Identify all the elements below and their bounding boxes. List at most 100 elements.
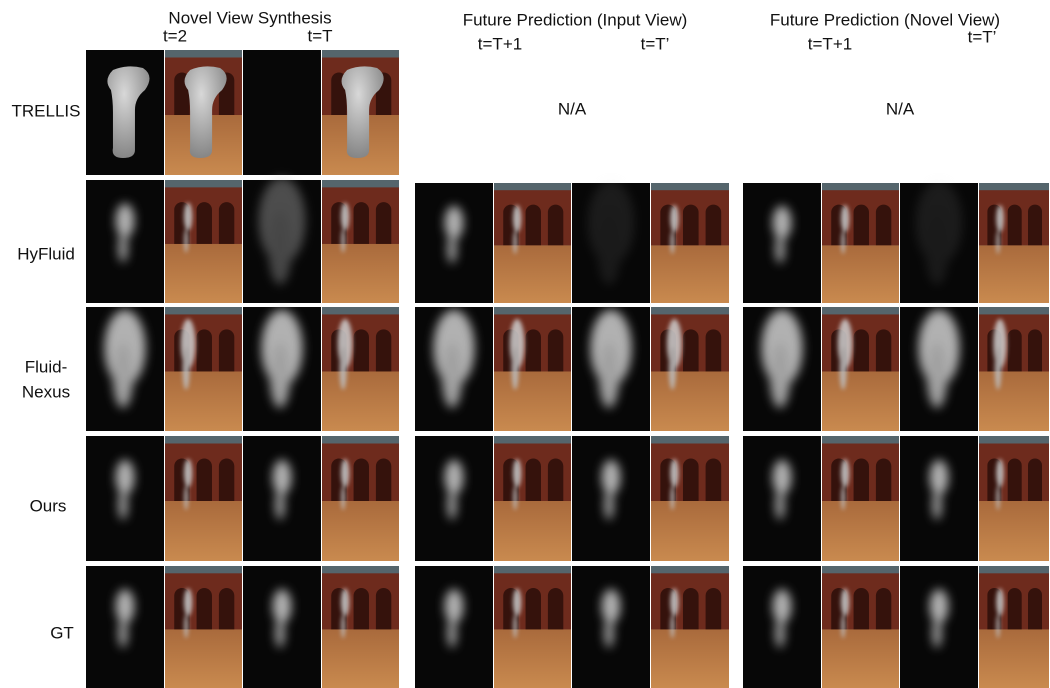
arch [526, 588, 541, 629]
floor [651, 629, 729, 688]
time-label: t=T+1 [808, 34, 852, 53]
time-label: t=T’ [968, 27, 997, 46]
scene-image [822, 566, 899, 688]
row-label: Fluid- [25, 357, 68, 376]
plume [184, 588, 192, 616]
column-title: Future Prediction (Novel View) [770, 10, 1000, 29]
arch [219, 459, 234, 501]
not-available: N/A [886, 99, 915, 118]
arch [683, 329, 699, 371]
row-label: Ours [30, 496, 67, 515]
plume [670, 588, 678, 616]
scene-image [651, 307, 729, 431]
floor [322, 244, 399, 303]
scene-image [494, 183, 571, 303]
floor [651, 501, 729, 561]
plume [773, 206, 792, 240]
scene-image [322, 180, 399, 303]
scene-image [494, 566, 571, 688]
plume [513, 231, 517, 254]
arch [219, 588, 234, 629]
arch [706, 588, 722, 629]
plume [513, 205, 521, 232]
scene-image [322, 566, 399, 688]
arch [197, 588, 212, 629]
plume [184, 615, 188, 639]
plume [841, 615, 845, 639]
plume [184, 229, 188, 253]
arch [354, 202, 369, 244]
arch [876, 205, 891, 246]
arch [854, 588, 869, 629]
floor [165, 244, 242, 303]
plume [445, 460, 464, 495]
time-label: t=T [307, 26, 332, 45]
scene-image [822, 436, 899, 561]
plume [184, 459, 192, 487]
scene-image [165, 180, 242, 303]
plume [513, 486, 517, 510]
scene-image [494, 436, 571, 561]
plume [341, 229, 345, 253]
arch [706, 329, 722, 371]
column-title: Future Prediction (Input View) [463, 10, 688, 29]
plume [841, 459, 849, 487]
arch [706, 205, 722, 246]
plume [113, 342, 134, 407]
floor [651, 371, 729, 431]
plume [925, 213, 948, 285]
arch [854, 459, 869, 501]
scene-image [651, 436, 729, 561]
arch [354, 459, 369, 502]
plume [268, 211, 291, 285]
plume [996, 615, 1000, 639]
plume [341, 588, 349, 616]
plume [116, 203, 135, 237]
floor [822, 629, 899, 688]
row-label: GT [50, 623, 74, 642]
plume [118, 233, 127, 263]
plume [116, 589, 135, 623]
plume [116, 460, 135, 495]
arch [1008, 588, 1022, 629]
plume [841, 588, 849, 616]
arch [1008, 205, 1022, 246]
black-image [243, 50, 321, 175]
plume [341, 615, 345, 639]
floor [979, 501, 1049, 561]
arch [548, 205, 563, 246]
scene-image [979, 436, 1049, 561]
plume [839, 347, 846, 390]
arch [197, 459, 212, 502]
row-label: Nexus [22, 382, 70, 401]
plume [445, 589, 464, 623]
arch [526, 205, 541, 246]
plume [513, 588, 521, 616]
plume [184, 203, 192, 231]
scene-image [979, 307, 1049, 431]
plume [118, 490, 127, 520]
arch [526, 459, 541, 502]
floor [494, 245, 571, 303]
arch [376, 329, 391, 371]
plume [773, 589, 792, 623]
plume [996, 459, 1004, 487]
arch [376, 459, 391, 502]
plume [599, 342, 620, 407]
column-title: Novel View Synthesis [168, 8, 331, 27]
plume [184, 486, 188, 510]
plume [996, 231, 1000, 254]
arch [876, 588, 891, 629]
floor [165, 629, 242, 688]
plume [773, 460, 792, 495]
arch [683, 205, 699, 246]
plume [513, 615, 517, 639]
time-label: t=T+1 [478, 34, 522, 53]
arch [876, 459, 891, 502]
plume [770, 342, 791, 407]
arch [354, 588, 369, 629]
arch [548, 329, 563, 371]
floor [322, 629, 399, 688]
arch [354, 329, 369, 371]
plume [670, 205, 678, 232]
